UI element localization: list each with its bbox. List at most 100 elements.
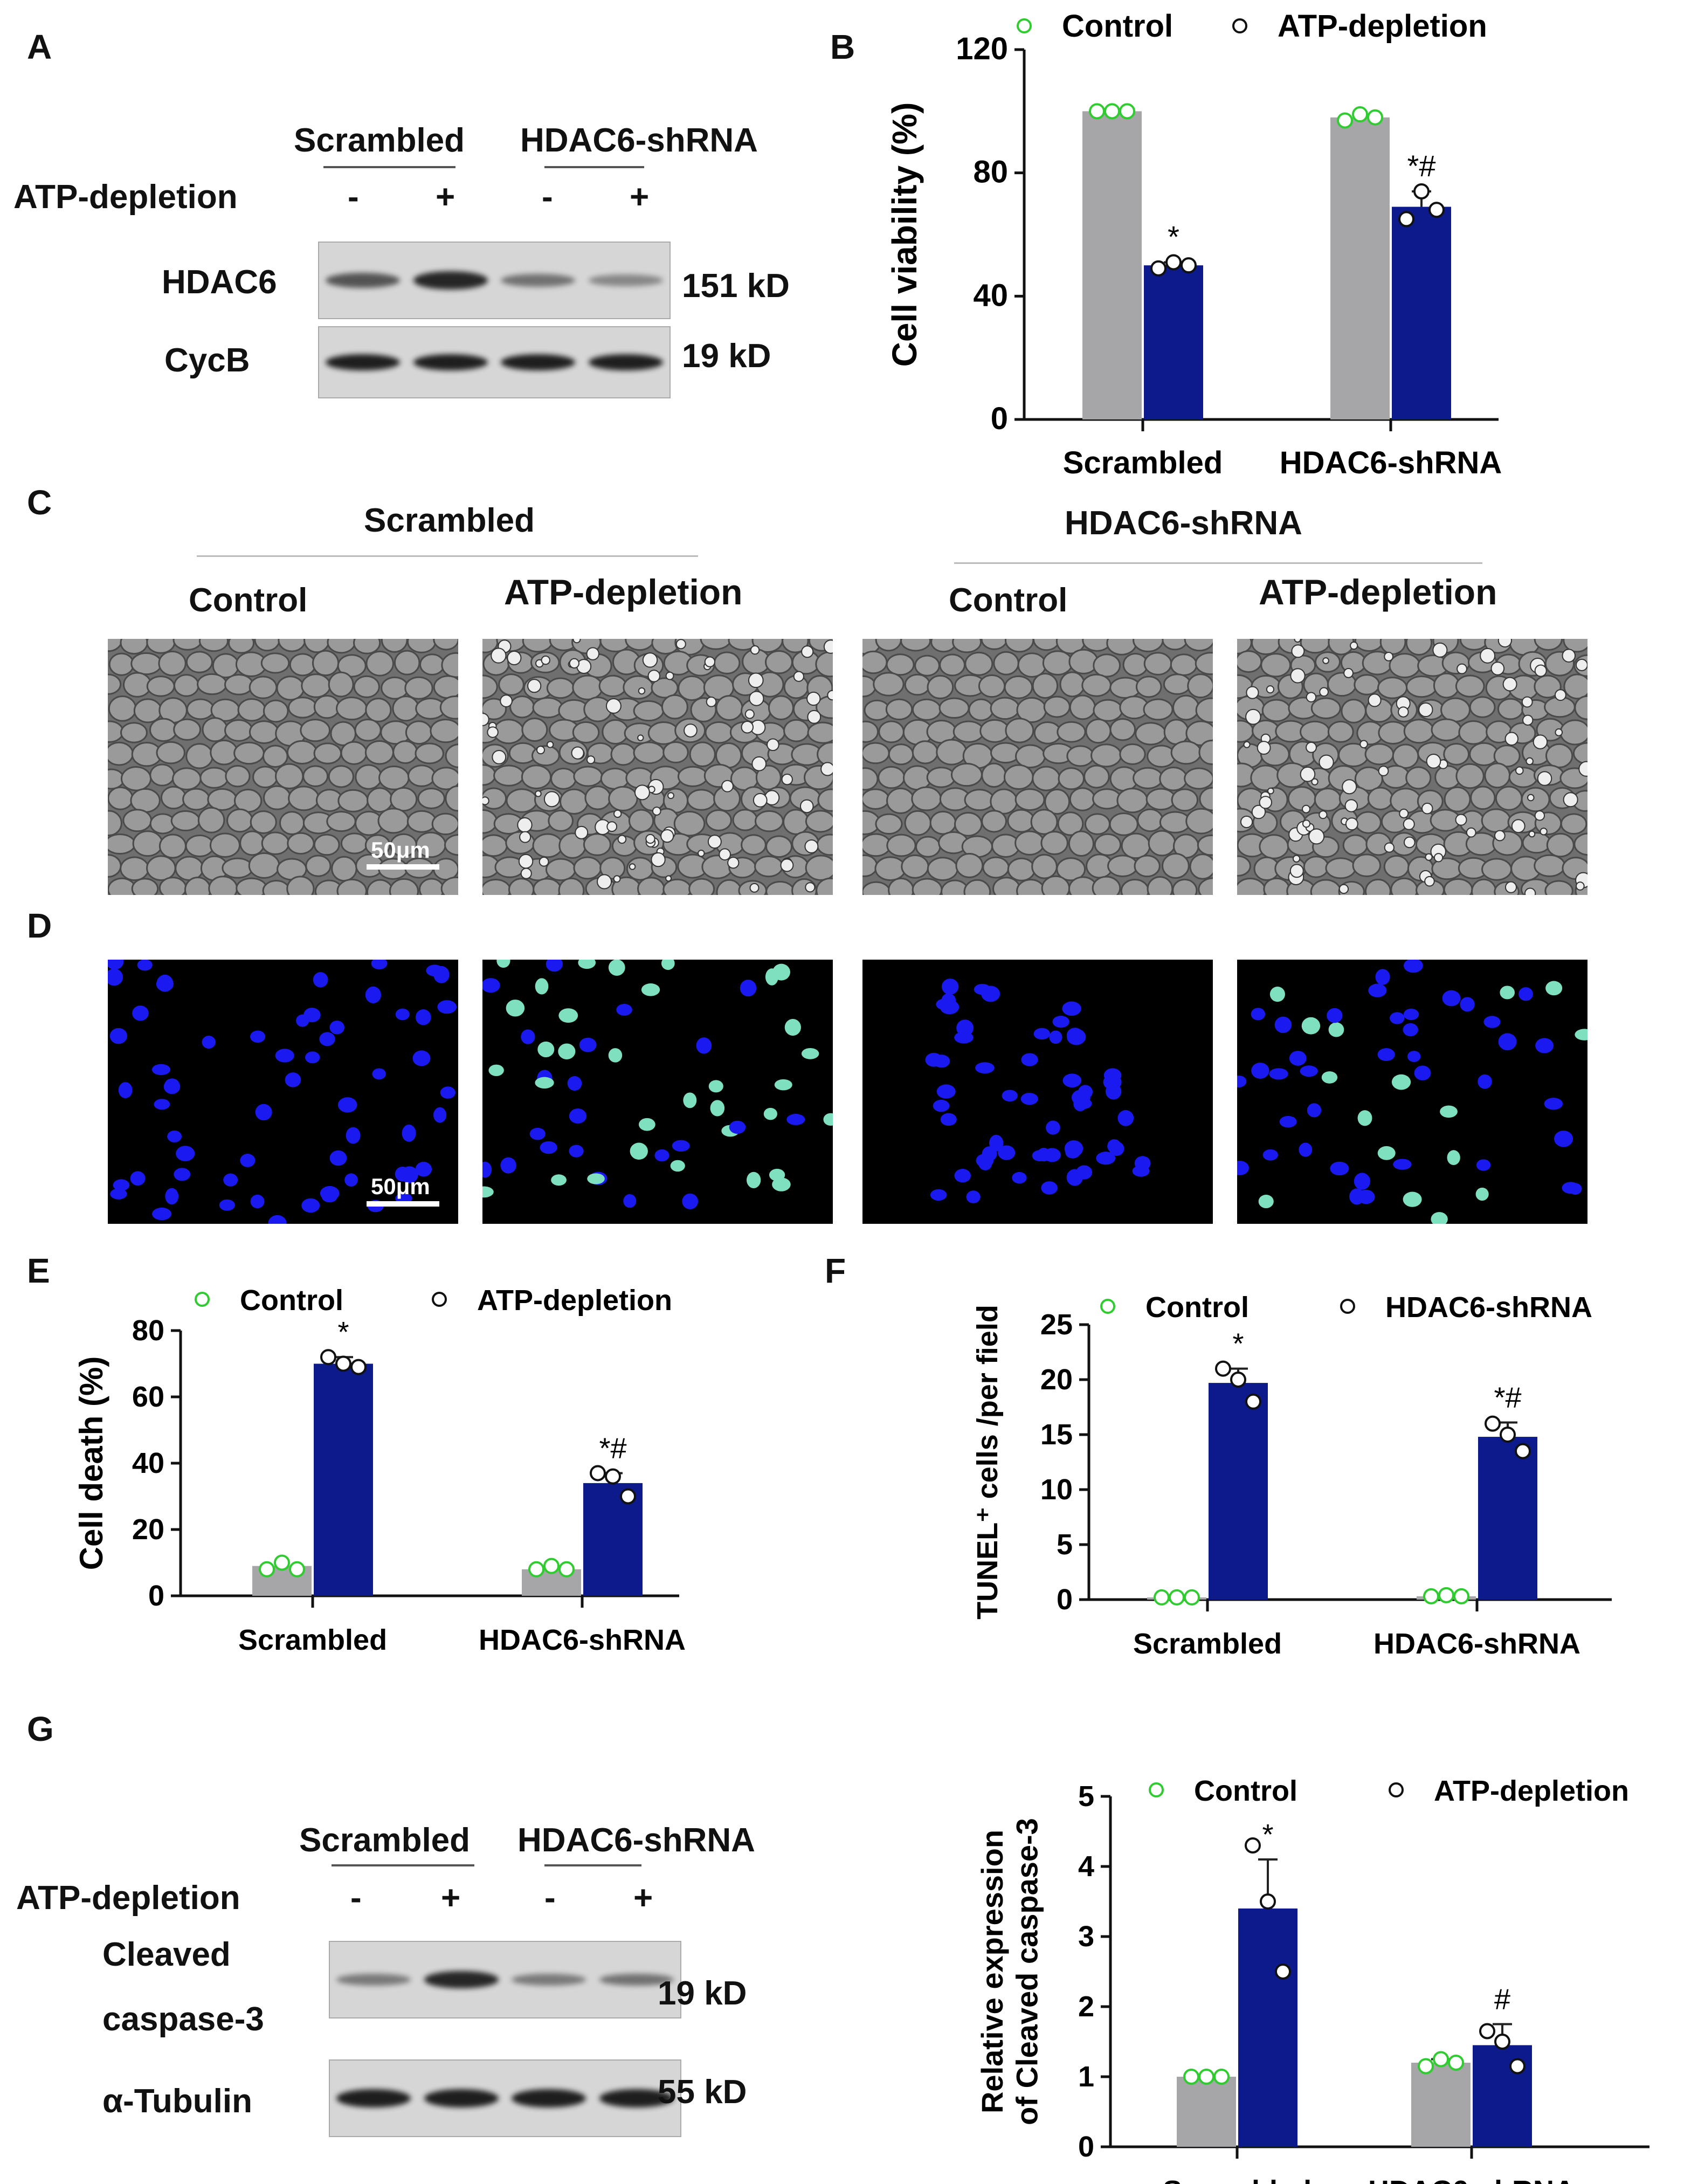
data-point [1453,1588,1469,1604]
data-point [543,1558,560,1574]
blot-g-row1-name-2: caspase-3 [102,2001,264,2038]
blot-a-sign-4: + [630,178,650,216]
blot-band [599,2089,674,2108]
micro-shrna-label: HDAC6-shRNA [1065,505,1302,542]
panel-letter-d: D [27,906,52,945]
data-point [335,1355,351,1372]
y-tick-label: 80 [973,155,1008,190]
x-tick-label: Scrambled [1163,2175,1312,2184]
blot-band [588,354,663,370]
panel-letter-f: F [825,1251,846,1290]
blot-band [424,2089,499,2108]
y-axis-label: Cell viability (%) [885,102,924,367]
tunel-image-shrna-control [862,960,1213,1224]
data-point [1184,1589,1200,1606]
legend-marker [1100,1299,1115,1314]
legend-label: HDAC6-shRNA [1385,1291,1592,1324]
data-point [1198,2069,1214,2085]
y-tick-label: 120 [956,31,1008,66]
panel-letter-b: B [830,27,855,66]
y-tick-label: 1 [1078,2061,1094,2093]
y-tick-label: 40 [132,1447,164,1479]
data-point [289,1561,305,1577]
y-tick-label: 0 [1078,2131,1094,2163]
data-point [1089,103,1105,120]
y-tick-label: 0 [1057,1583,1073,1616]
tunel-scale-bar [367,1201,439,1207]
blot-g-group1: Scrambled [299,1822,471,1859]
blot-g-sign-4: + [633,1879,653,1917]
micro-scrambled-line [197,555,698,557]
data-point [1215,1360,1231,1377]
blot-g-row2-membrane [329,2059,681,2137]
panel-letter-a: A [27,27,52,66]
blot-g-row1-size: 19 kD [658,1975,747,2012]
y-tick-label: 15 [1040,1418,1073,1451]
blot-a-row2-size: 19 kD [682,337,771,375]
data-point [1352,106,1368,123]
y-tick-label: 0 [148,1580,164,1612]
data-point [1500,1427,1516,1443]
blot-g-sign-1: - [350,1879,362,1917]
phase-image-shrna-control [862,639,1213,895]
y-tick-label: 3 [1078,1920,1094,1953]
y-tick-label: 10 [1040,1473,1073,1506]
data-point [320,1349,336,1366]
y-tick-label: 5 [1078,1780,1094,1813]
bar [1473,2045,1532,2147]
blot-band [326,273,401,288]
blot-band [336,2089,411,2108]
micro-col1-label: Control [189,582,308,619]
blot-a-row1-size: 151 kD [682,267,790,305]
micro-shrna-line [954,562,1482,564]
chart-b: 0 40 80 120 Cell viability (%) Control ATP-dep… [885,9,1502,480]
y-tick-label: 25 [1040,1308,1073,1341]
phase-image-scrambled-control [108,639,458,895]
data-point [1104,103,1120,120]
significance-label: * [1168,219,1179,253]
legend-marker [1340,1299,1355,1314]
y-tick-label: 4 [1078,1850,1094,1883]
y-tick-label: 20 [1040,1363,1073,1396]
blot-g-row1-membrane [329,1941,681,2018]
legend-marker [195,1292,210,1307]
y-tick-label: 20 [132,1513,164,1546]
blot-g-treat-label: ATP-depletion [16,1879,240,1917]
bar [1411,2063,1471,2147]
y-tick-label: 60 [132,1381,164,1413]
panel-letter-c: C [27,483,52,522]
blot-a-row2-membrane [318,326,671,398]
blot-g-group2: HDAC6-shRNA [517,1822,755,1859]
data-point [1183,2069,1199,2085]
significance-label: * [1232,1328,1244,1360]
blot-g-group1-line [332,1864,474,1866]
data-point [1448,2055,1464,2071]
legend-label: Control [1194,1775,1297,1807]
tunel-image-scrambled-atp [482,960,833,1224]
micro-col2-label: ATP-depletion [504,572,743,612]
y-tick-label: 40 [973,278,1008,313]
blot-band [326,354,401,370]
data-point [558,1561,575,1577]
blot-a-row1-membrane [318,242,671,319]
data-point [1154,1589,1170,1606]
legend-label: Control [1062,9,1173,44]
y-axis-label: TUNEL⁺ cells /per field [971,1305,1004,1620]
y-tick-label: 2 [1078,1990,1094,2023]
bar [314,1363,373,1596]
x-tick-label: Scrambled [238,1624,387,1656]
blot-a-sign-2: + [436,178,455,216]
y-tick-label: 80 [132,1314,164,1347]
phase-image-scrambled-atp [482,639,833,895]
data-point [274,1554,290,1571]
blot-g-row2-name: α-Tubulin [102,2083,252,2120]
data-point [1337,112,1353,129]
data-point [1398,211,1414,228]
blot-band [501,273,576,287]
data-point [1509,2058,1526,2075]
data-point [1438,1587,1454,1603]
blot-g-row2-size: 55 kD [658,2073,747,2111]
data-point [1230,1372,1246,1388]
chart-f: 0 5 10 15 20 25 TUNEL⁺ cells /per field Control… [971,1291,1612,1660]
blot-g-sign-3: - [544,1879,556,1917]
